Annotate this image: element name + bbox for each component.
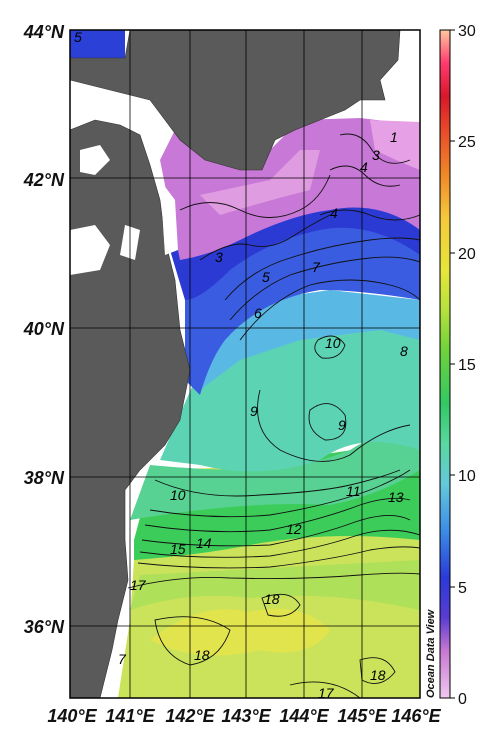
credit-text: Ocean Data View [425,608,437,698]
field-yellow-core [150,608,330,656]
colorbar-tick-label: 10 [458,468,476,485]
contour-18a [154,616,231,666]
contour-label-9: 9 [338,417,346,433]
land-hokkaido [70,30,401,171]
contour-14 [139,529,420,558]
contour-10b [154,469,401,497]
lon-label: 141°E [105,706,155,726]
contour-label-18: 18 [264,591,280,607]
contour-15 [137,546,420,569]
field-pink-ne [370,120,420,170]
colorbar-tick-label: 15 [458,357,476,374]
contour-label-5: 5 [262,269,270,285]
contour-label-3: 3 [215,249,223,265]
contour-label-8: 8 [400,343,408,359]
contour-18c [359,657,396,685]
contour-label-9: 9 [250,403,258,419]
contour-3b [199,214,331,261]
lat-axis: 44°N 42°N 40°N 38°N 36°N [23,22,65,637]
contour-label-14: 14 [196,535,212,551]
lon-axis: 140°E 141°E 142°E 143°E 144°E 145°E 146°… [47,706,441,726]
colorbar-tick-label: 5 [458,580,467,597]
contour-13 [141,515,411,547]
lat-label: 36°N [24,617,65,637]
contour-5 [224,237,420,301]
colorbar: 0 5 10 15 20 25 30 [439,23,476,708]
lat-label: 42°N [23,170,65,190]
contour-lines [127,133,420,698]
lon-label: 144°E [279,706,329,726]
contour-10a [314,335,346,359]
lon-label: 140°E [47,706,97,726]
contour-12 [144,497,411,533]
contour-label-5: 5 [74,29,82,45]
contour-label-11: 11 [346,483,361,499]
lat-label: 38°N [24,468,65,488]
lon-label: 145°E [337,706,387,726]
contour-label-12: 12 [286,521,302,537]
contour-label-7: 7 [118,651,127,667]
colorbar-tick-label: 0 [458,691,467,708]
contour-label-3: 3 [372,147,380,163]
contour-label-6: 6 [254,305,262,321]
contour-label-18: 18 [370,667,386,683]
lat-label: 40°N [23,319,65,339]
contour-label-15: 15 [170,541,186,557]
contour-label-7: 7 [312,259,321,275]
contour-11 [149,469,411,518]
colorbar-tick-label: 20 [458,246,476,263]
contour-17b [289,681,361,698]
contour-label-17: 17 [318,685,335,701]
contour-17 [127,572,420,589]
contour-9b [308,403,347,441]
colorbar-bar [439,29,451,699]
contour-label-group: 1 3 3 4 4 5 6 7 8 9 9 10 10 11 12 13 14 … [74,29,408,701]
graticule [70,30,420,698]
map-panel: 1 3 3 4 4 5 6 7 8 9 9 10 10 11 12 13 14 … [70,29,420,701]
contour-label-18: 18 [194,647,210,663]
contour-6 [229,256,420,321]
colorbar-tick-label: 25 [458,134,476,151]
contour-3a [179,174,331,218]
contour-1 [339,133,411,164]
map-frame [69,29,421,699]
contour-label-10: 10 [325,335,341,351]
contour-4 [319,209,420,221]
contour-label-10: 10 [170,487,186,503]
field-pink [200,150,320,215]
colorbar-ticks [450,29,455,699]
lon-label: 143°E [221,706,271,726]
contour-label-1: 1 [390,129,398,145]
lon-label: 142°E [165,706,215,726]
contour-label-4: 4 [360,159,368,175]
lon-label: 146°E [391,706,441,726]
contour-7 [239,279,420,341]
contour-18b [261,593,301,617]
field-skyblue [200,290,420,390]
contour-label-17: 17 [130,577,147,593]
colorbar-tick-label: 30 [458,23,476,40]
contour-3c [329,165,401,187]
lat-label: 44°N [23,22,65,42]
contour-9a [257,389,411,462]
contour-label-4: 4 [330,205,338,221]
field-yellowgreen [130,560,420,610]
field-nw-patch [70,30,125,58]
contour-label-13: 13 [388,489,404,505]
